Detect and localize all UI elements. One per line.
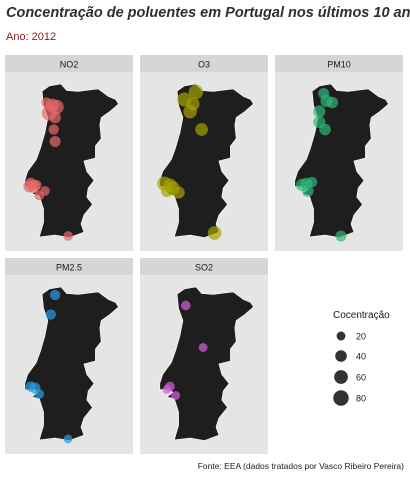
facet-panel-so2: SO2 <box>140 258 268 454</box>
legend-key <box>334 370 348 384</box>
portugal-map <box>24 83 119 238</box>
station-point <box>49 111 61 124</box>
station-point <box>198 343 208 352</box>
legend-label: 20 <box>356 332 366 342</box>
station-point <box>171 391 181 400</box>
portugal-map <box>24 286 119 441</box>
station-point <box>162 385 172 394</box>
station-point <box>49 136 61 147</box>
facet-strip <box>140 258 268 275</box>
station-point <box>48 124 59 135</box>
station-point <box>188 84 204 100</box>
legend-title: Cocentração <box>333 310 390 321</box>
facet-panel-pm10: PM10 <box>275 55 403 251</box>
station-point <box>172 186 185 199</box>
station-point <box>183 104 197 119</box>
legend-key <box>336 331 346 341</box>
station-point <box>335 230 347 242</box>
station-point <box>34 389 45 399</box>
facet-label: PM10 <box>327 60 351 70</box>
chart-subtitle: Ano: 2012 <box>6 31 57 43</box>
legend-label: 80 <box>356 394 366 404</box>
facet-strip <box>5 55 133 72</box>
station-point <box>195 123 208 136</box>
station-point <box>326 96 339 109</box>
station-point <box>63 434 73 444</box>
station-point <box>207 226 222 240</box>
station-point <box>49 289 61 301</box>
facet-label: PM2.5 <box>56 263 82 273</box>
legend-key <box>335 350 347 362</box>
station-point <box>313 105 326 118</box>
facet-label: NO2 <box>60 60 79 70</box>
legend-label: 60 <box>356 373 366 383</box>
legend-key <box>333 390 349 406</box>
station-point <box>45 309 56 320</box>
facet-strip <box>5 258 133 275</box>
facet-strip <box>275 55 403 72</box>
chart-title: Concentração de poluentes em Portugal no… <box>6 5 410 21</box>
facet-strip <box>140 55 268 72</box>
facet-panel-pm25: PM2.5 <box>5 258 133 454</box>
station-point <box>23 180 35 193</box>
portugal-map <box>159 286 254 441</box>
station-point <box>40 186 50 196</box>
station-point <box>302 185 314 197</box>
station-point <box>63 231 73 241</box>
facet-panel-no2: NO2 <box>5 55 133 251</box>
station-point <box>180 300 191 311</box>
size-legend: Cocentração 20 40 60 80 <box>333 310 390 406</box>
legend-label: 40 <box>356 352 366 362</box>
facet-label: SO2 <box>195 263 213 273</box>
facet-label: O3 <box>198 60 210 70</box>
station-point <box>160 184 174 198</box>
station-point <box>319 123 331 136</box>
source-caption: Fonte: EEA (dados tratados por Vasco Rib… <box>197 461 404 471</box>
facet-panel-o3: O3 <box>140 55 268 251</box>
station-point <box>306 176 318 188</box>
